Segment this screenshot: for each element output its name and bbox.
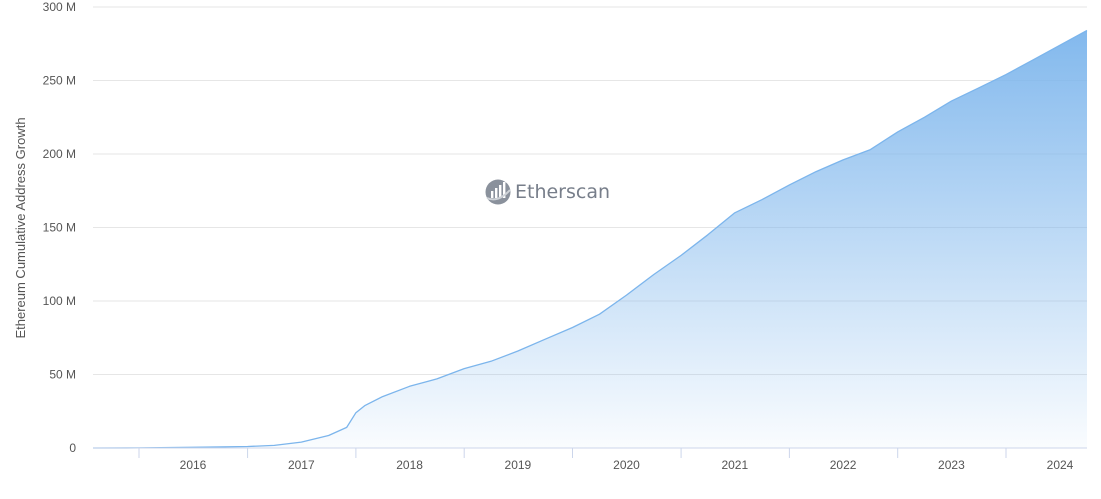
data-point[interactable] <box>759 197 765 203</box>
data-point[interactable] <box>344 424 350 430</box>
x-tick-label: 2024 <box>1047 458 1074 472</box>
data-point[interactable] <box>813 169 819 175</box>
data-point[interactable] <box>488 358 494 364</box>
y-tick-label: 300 M <box>43 0 76 14</box>
data-point[interactable] <box>651 272 657 278</box>
series-line <box>92 29 1088 449</box>
x-tick-label: 2023 <box>938 458 965 472</box>
data-point[interactable] <box>976 85 982 91</box>
y-tick-label: 200 M <box>43 147 76 161</box>
y-tick-label: 250 M <box>43 74 76 88</box>
data-point[interactable] <box>1003 72 1009 78</box>
data-point[interactable] <box>570 325 576 331</box>
y-tick-label: 100 M <box>43 294 76 308</box>
x-axis: 2016 2017 2018 2019 2020 2021 2022 2023 2024 <box>93 447 1087 472</box>
data-point[interactable] <box>190 444 196 450</box>
watermark-text: Etherscan <box>515 181 610 203</box>
data-point[interactable] <box>1057 42 1063 48</box>
x-tick-label: 2021 <box>721 458 748 472</box>
data-point[interactable] <box>678 252 684 258</box>
data-point[interactable] <box>434 376 440 382</box>
x-tick-label: 2019 <box>505 458 532 472</box>
data-point[interactable] <box>895 129 901 135</box>
y-axis: 0 50 M 100 M 150 M 200 M 250 M 300 M <box>43 0 77 455</box>
y-tick-label: 0 <box>69 441 76 455</box>
data-point[interactable] <box>407 383 413 389</box>
x-tick-label: 2016 <box>180 458 207 472</box>
data-point[interactable] <box>948 98 954 104</box>
series-area <box>92 28 1090 450</box>
series-area-fill <box>93 30 1087 448</box>
data-point[interactable] <box>362 402 368 408</box>
data-point[interactable] <box>597 311 603 317</box>
data-point[interactable] <box>1084 28 1090 34</box>
data-point[interactable] <box>353 410 359 416</box>
etherscan-logo-icon <box>485 179 511 205</box>
x-tick-label: 2020 <box>613 458 640 472</box>
y-tick-label: 50 M <box>49 368 76 382</box>
data-point[interactable] <box>786 182 792 188</box>
data-point[interactable] <box>515 348 521 354</box>
data-point[interactable] <box>867 147 873 153</box>
data-point[interactable] <box>542 336 548 342</box>
x-tick-label: 2018 <box>396 458 423 472</box>
data-point[interactable] <box>705 232 711 238</box>
x-tick-label: 2017 <box>288 458 315 472</box>
y-axis-title: Ethereum Cumulative Address Growth <box>13 117 28 338</box>
data-point[interactable] <box>461 366 467 372</box>
data-point[interactable] <box>1030 57 1036 63</box>
data-point[interactable] <box>298 439 304 445</box>
data-point[interactable] <box>840 157 846 163</box>
data-point[interactable] <box>732 210 738 216</box>
watermark: Etherscan <box>485 179 610 205</box>
data-point[interactable] <box>624 292 630 298</box>
y-tick-label: 150 M <box>43 221 76 235</box>
data-point[interactable] <box>380 394 386 400</box>
data-point[interactable] <box>921 114 927 120</box>
x-tick-label: 2022 <box>830 458 857 472</box>
data-point[interactable] <box>326 433 332 439</box>
